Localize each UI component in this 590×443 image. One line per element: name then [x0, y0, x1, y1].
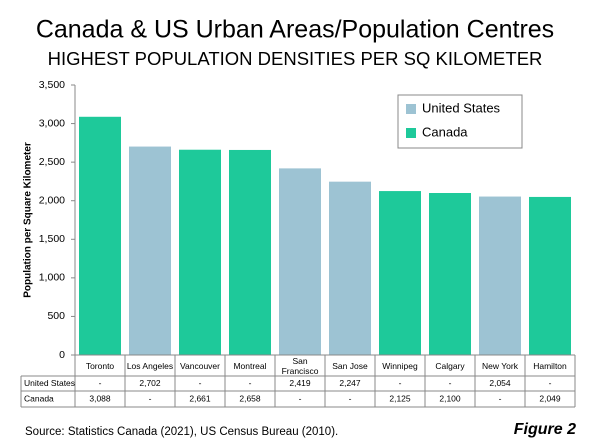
- table-cell: 3,088: [89, 393, 111, 403]
- x-tick-label: Montreal: [233, 361, 267, 371]
- table-cell: -: [499, 393, 502, 403]
- table-cell: 2,054: [489, 378, 511, 388]
- x-tick-label-wrap: Toronto: [76, 356, 124, 376]
- table-cell: 2,049: [539, 393, 561, 403]
- x-tick-label-box: Toronto: [76, 356, 124, 376]
- table-cell: -: [549, 378, 552, 388]
- x-tick-label: San Francisco: [281, 356, 319, 376]
- x-tick-label-wrap: Los Angeles: [126, 356, 174, 376]
- table-cell: -: [149, 393, 152, 403]
- table-cell: 2,247: [339, 378, 361, 388]
- bar: [229, 149, 271, 355]
- bar: [329, 181, 371, 355]
- y-tick-label: 3,000: [39, 117, 65, 129]
- x-tick-label-wrap: Calgary: [426, 356, 474, 376]
- x-tick-label-wrap: Montreal: [226, 356, 274, 376]
- table-cell: 2,702: [139, 378, 161, 388]
- chart-title: Canada & US Urban Areas/Population Centr…: [36, 16, 554, 44]
- x-tick-label-wrap: Vancouver: [176, 356, 224, 376]
- figure-label: Figure 2: [514, 421, 576, 438]
- table-cell: 2,661: [189, 393, 211, 403]
- table-cell: 2,100: [439, 393, 461, 403]
- table-row-label: Canada: [24, 393, 54, 403]
- x-tick-label-wrap: New York: [476, 356, 524, 376]
- table-cell: 2,658: [239, 393, 261, 403]
- table-cell: -: [99, 378, 102, 388]
- bar: [529, 196, 571, 355]
- table-cell: -: [349, 393, 352, 403]
- x-tick-label: Vancouver: [179, 361, 220, 371]
- y-tick-label: 2,500: [39, 156, 65, 168]
- x-tick-label-box: San Francisco: [276, 356, 324, 376]
- y-tick-label: 1,500: [39, 233, 65, 245]
- x-tick-label-box: Calgary: [426, 356, 474, 376]
- bar: [129, 146, 171, 355]
- bar: [379, 191, 421, 355]
- y-tick-label: 3,500: [39, 79, 65, 91]
- table-cell: -: [299, 393, 302, 403]
- bar: [79, 116, 121, 355]
- y-tick-label: 0: [59, 349, 65, 361]
- table-cell: 2,419: [289, 378, 311, 388]
- y-tick-label: 500: [47, 310, 65, 322]
- legend-swatch: [406, 104, 416, 114]
- y-tick-label: 1,000: [39, 272, 65, 284]
- bar: [179, 149, 221, 355]
- x-tick-label-box: Montreal: [226, 356, 274, 376]
- legend-label: Canada: [422, 124, 468, 139]
- y-axis-label: Population per Square Kilometer: [23, 142, 34, 298]
- source-note: Source: Statistics Canada (2021), US Cen…: [25, 426, 338, 438]
- x-tick-label-box: New York: [476, 356, 524, 376]
- bar: [479, 196, 521, 355]
- legend-box: [397, 94, 523, 149]
- table-cell: -: [449, 378, 452, 388]
- x-tick-label-box: Vancouver: [176, 356, 224, 376]
- table-cell: -: [399, 378, 402, 388]
- x-tick-label: Los Angeles: [126, 361, 174, 371]
- table-cell: 2,125: [389, 393, 411, 403]
- x-tick-label: Hamilton: [533, 361, 567, 371]
- y-tick-label: 2,000: [39, 194, 65, 206]
- table-row-label: United States: [24, 378, 75, 388]
- x-tick-label-box: Los Angeles: [126, 356, 174, 376]
- x-tick-label: San Jose: [332, 361, 368, 371]
- table-cell: -: [199, 378, 202, 388]
- legend-swatch: [406, 128, 416, 138]
- x-tick-label-wrap: San Francisco: [276, 356, 324, 376]
- x-tick-label: Winnipeg: [382, 361, 418, 371]
- chart-subtitle: HIGHEST POPULATION DENSITIES PER SQ KILO…: [48, 48, 543, 69]
- x-tick-label-wrap: San Jose: [326, 356, 374, 376]
- x-tick-label: Toronto: [85, 361, 115, 371]
- bar: [429, 193, 471, 355]
- x-tick-label-box: San Jose: [326, 356, 374, 376]
- x-tick-label-box: Hamilton: [526, 356, 574, 376]
- bar: [279, 168, 321, 355]
- x-tick-label: New York: [482, 361, 518, 371]
- table-cell: -: [249, 378, 252, 388]
- x-tick-label-box: Winnipeg: [376, 356, 424, 376]
- x-tick-label: Calgary: [435, 361, 465, 371]
- x-tick-label-wrap: Hamilton: [526, 356, 574, 376]
- legend-label: United States: [422, 100, 501, 115]
- x-tick-label-wrap: Winnipeg: [376, 356, 424, 376]
